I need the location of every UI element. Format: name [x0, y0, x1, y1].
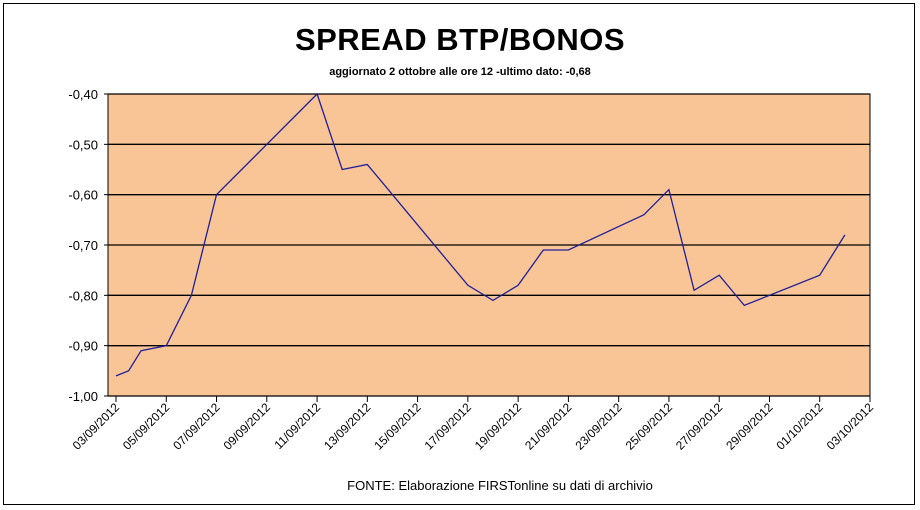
chart-title: SPREAD BTP/BONOS	[294, 22, 626, 57]
x-tick-label: 19/09/2012	[472, 400, 525, 453]
x-tick-label: 23/09/2012	[572, 400, 625, 453]
y-tick-label: -0,80	[68, 288, 98, 303]
x-tick-label: 21/09/2012	[522, 400, 575, 453]
series-line	[115, 92, 846, 377]
y-tick-label: -0,70	[68, 238, 98, 253]
x-axis: 03/09/201205/09/201207/09/201209/09/2012…	[70, 396, 877, 453]
x-tick-label: 13/09/2012	[321, 400, 374, 453]
x-tick-label: 03/09/2012	[70, 400, 123, 453]
y-tick-label: -0,60	[68, 188, 98, 203]
y-tick-label: -0,40	[68, 87, 98, 102]
x-tick-label: 29/09/2012	[723, 400, 776, 453]
chart-subtitle: aggiornato 2 ottobre alle ore 12 -ultimo…	[329, 66, 591, 78]
x-tick-label: 15/09/2012	[371, 400, 424, 453]
x-tick-label: 05/09/2012	[120, 400, 173, 453]
y-tick-label: -0,90	[68, 339, 98, 354]
chart-source-note: FONTE: Elaborazione FIRSTonline su dati …	[347, 478, 653, 493]
gridlines	[108, 93, 870, 397]
x-tick-label: 25/09/2012	[623, 400, 676, 453]
x-tick-label: 01/10/2012	[773, 400, 826, 453]
x-tick-label: 17/09/2012	[422, 400, 475, 453]
x-tick-label: 07/09/2012	[170, 400, 223, 453]
x-tick-label: 03/10/2012	[824, 400, 877, 453]
y-tick-label: -0,50	[68, 137, 98, 152]
x-tick-label: 09/09/2012	[221, 400, 274, 453]
x-tick-label: 11/09/2012	[271, 400, 323, 452]
x-tick-label: 27/09/2012	[673, 400, 726, 453]
y-axis: -0,40 -0,50 -0,60 -0,70 -0,80 -0,90 -1,00	[68, 87, 108, 404]
y-tick-label: -1,00	[68, 389, 98, 404]
